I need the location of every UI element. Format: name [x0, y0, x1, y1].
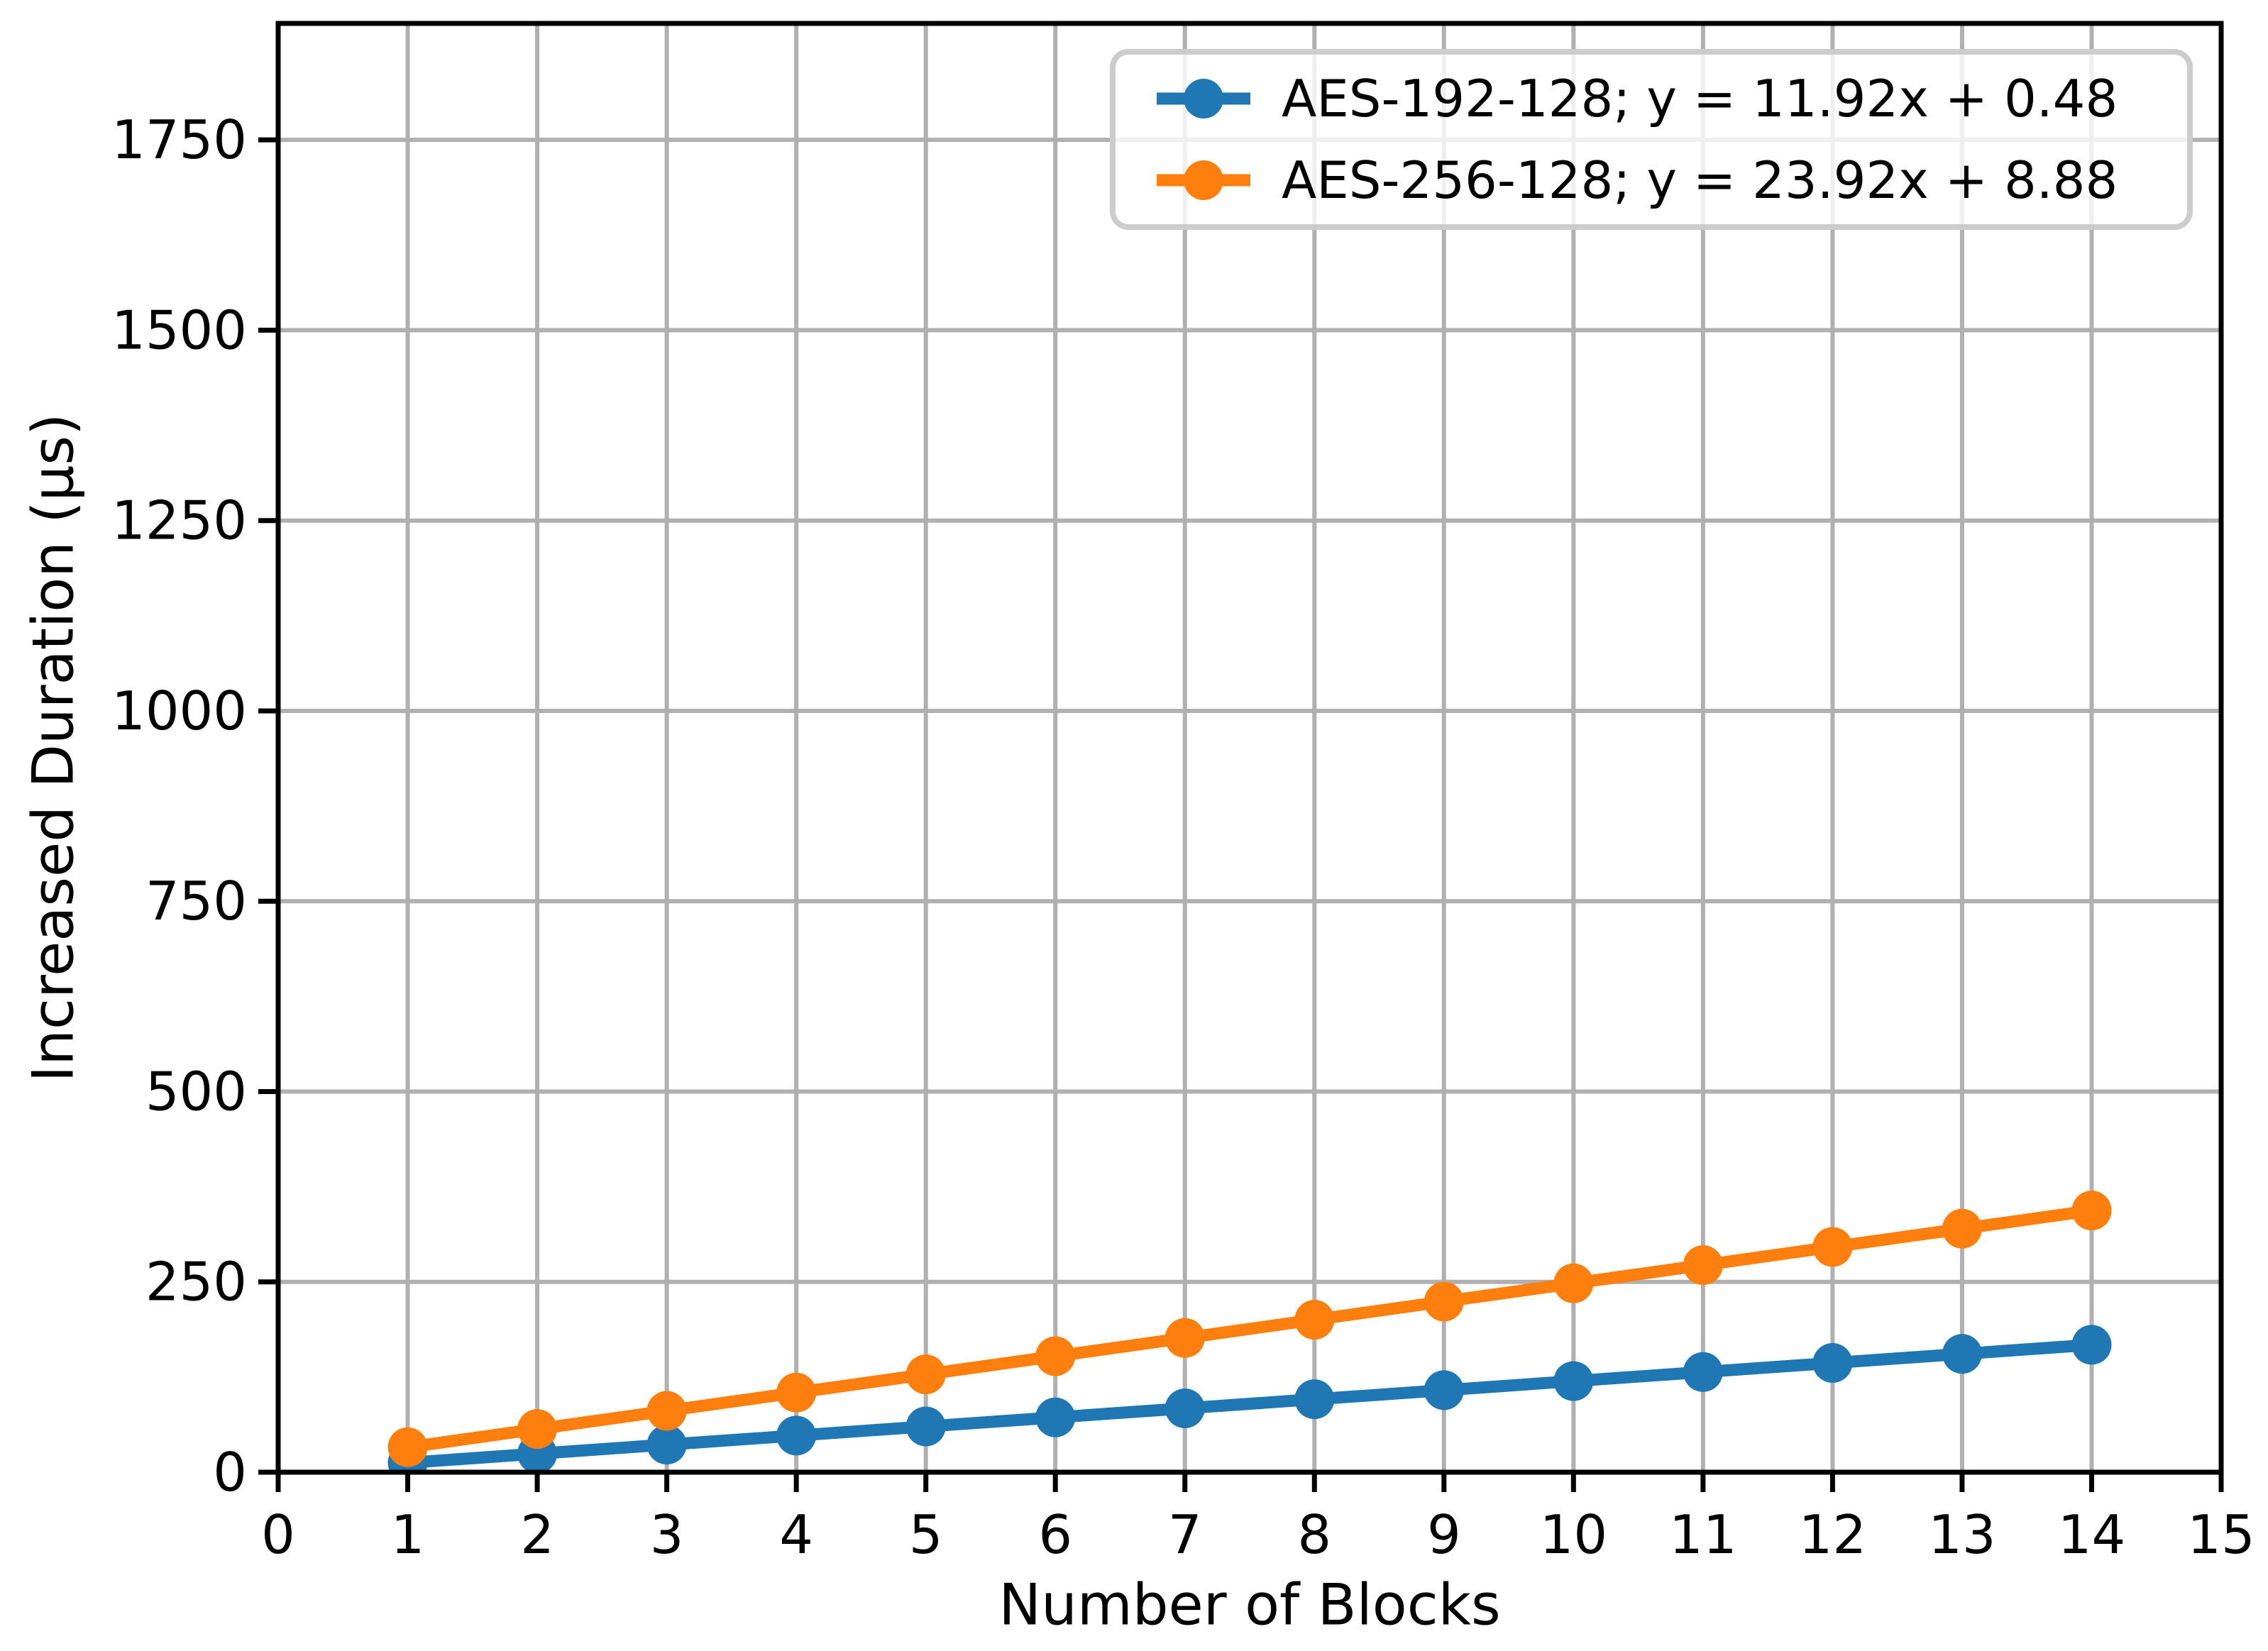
data-point-marker	[1294, 1379, 1335, 1420]
data-point-marker	[776, 1372, 817, 1413]
x-axis-label: Number of Blocks	[998, 1572, 1500, 1638]
x-axis-tick-label: 8	[1297, 1503, 1331, 1566]
legend-label: AES-192-128; y = 11.92x + 0.48	[1282, 69, 2118, 128]
data-point-marker	[1942, 1334, 1982, 1374]
y-axis-tick-label: 0	[213, 1441, 247, 1503]
data-point-marker	[1683, 1245, 1723, 1286]
x-axis-tick-label: 2	[520, 1503, 554, 1566]
x-axis-tick-label: 0	[261, 1503, 295, 1566]
y-axis-tick-label: 1000	[111, 680, 247, 742]
data-point-marker	[2071, 1191, 2112, 1231]
data-point-marker	[1812, 1342, 1853, 1383]
y-axis-label: Increased Duration (μs)	[21, 414, 87, 1083]
data-point-marker	[1553, 1263, 1594, 1303]
x-axis-tick-label: 9	[1427, 1503, 1461, 1566]
grid	[278, 23, 2221, 1472]
plot-border	[275, 21, 2224, 1475]
data-point-marker	[1035, 1397, 1076, 1437]
series-aes-192-128	[387, 1325, 2112, 1472]
legend-label: AES-256-128; y = 23.92x + 8.88	[1282, 150, 2118, 210]
data-point-marker	[2071, 1325, 2112, 1365]
data-point-marker	[1683, 1352, 1723, 1392]
x-axis-tick-label: 15	[2187, 1503, 2255, 1566]
x-axis-tick-label: 10	[1540, 1503, 1607, 1566]
x-axis-tick-label: 3	[650, 1503, 684, 1566]
y-axis-tick-label: 1500	[111, 299, 247, 361]
x-axis-tick-label: 1	[391, 1503, 425, 1566]
x-axis-tick-label: 6	[1038, 1503, 1072, 1566]
x-axis-tick-label: 13	[1928, 1503, 1995, 1566]
y-axis-tick-label: 1250	[111, 490, 247, 552]
legend-marker-sample	[1184, 160, 1223, 200]
y-axis: 0 250 500 750 1000 1250 1500 1750	[111, 109, 278, 1503]
x-axis-tick-label: 5	[909, 1503, 943, 1566]
data-point-marker	[646, 1425, 687, 1465]
data-point-marker	[776, 1415, 817, 1456]
x-axis-tick-label: 4	[779, 1503, 813, 1566]
x-axis-tick-label: 12	[1799, 1503, 1866, 1566]
x-axis-tick-label: 11	[1669, 1503, 1736, 1566]
series-aes-256-128	[387, 1191, 2112, 1467]
data-point-marker	[646, 1391, 687, 1431]
data-point-marker	[1424, 1370, 1464, 1410]
data-point-marker	[1424, 1281, 1464, 1322]
legend-marker-sample	[1184, 79, 1223, 118]
data-point-marker	[1812, 1227, 1853, 1267]
legend: AES-192-128; y = 11.92x + 0.48 AES-256-12…	[1110, 49, 2193, 230]
data-point-marker	[1294, 1300, 1335, 1340]
legend-box	[1110, 49, 2193, 230]
y-axis-tick-label: 1750	[111, 109, 247, 171]
data-point-marker	[1035, 1336, 1076, 1376]
x-axis: 0 1 2 3 4 5 6 7 8 9 10 11 12 13 14 15	[261, 1472, 2255, 1566]
y-axis-tick-label: 500	[145, 1060, 247, 1122]
data-point-marker	[1165, 1388, 1205, 1428]
series-line	[402, 1204, 2098, 1454]
data-point-marker	[1942, 1208, 1982, 1249]
series-group	[387, 1191, 2112, 1472]
data-point-marker	[1553, 1361, 1594, 1401]
data-point-marker	[517, 1409, 558, 1450]
data-point-marker	[1165, 1318, 1205, 1358]
x-axis-tick-label: 14	[2058, 1503, 2125, 1566]
x-axis-tick-label: 7	[1168, 1503, 1202, 1566]
data-point-marker	[905, 1354, 946, 1395]
data-point-marker	[387, 1427, 428, 1467]
y-axis-tick-label: 750	[145, 870, 247, 932]
data-point-marker	[905, 1406, 946, 1447]
y-axis-tick-label: 250	[145, 1251, 247, 1313]
series-line	[402, 1338, 2098, 1469]
plot-area	[278, 23, 2221, 1472]
